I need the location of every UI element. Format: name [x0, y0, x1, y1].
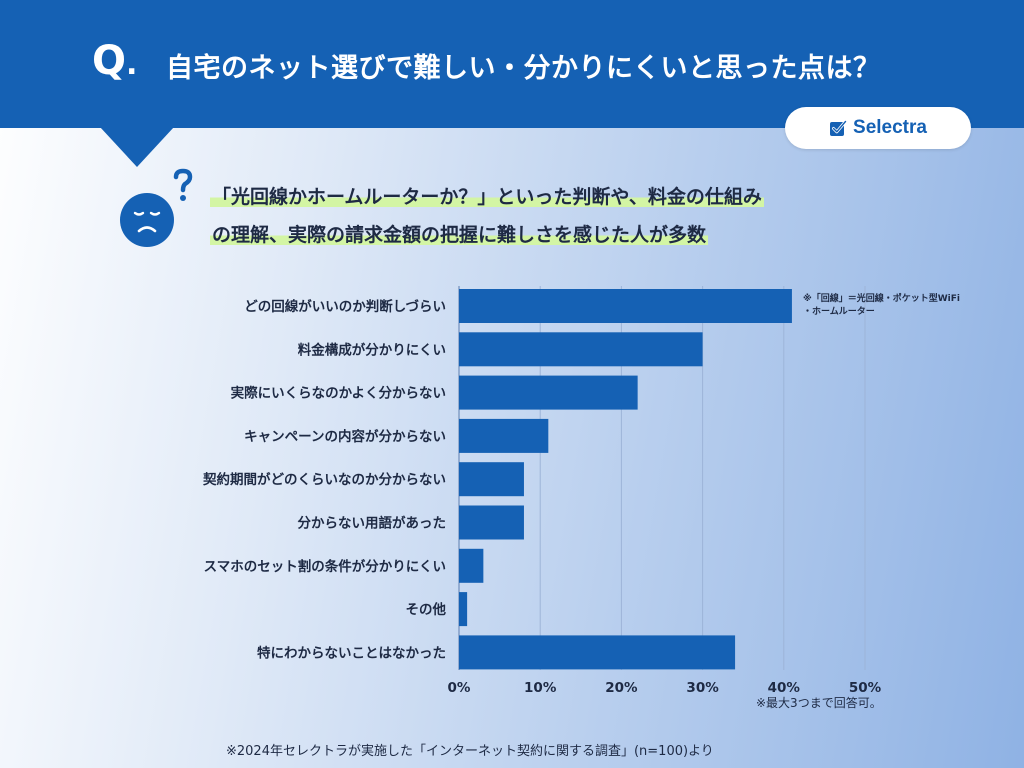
x-tick-label: 50%	[849, 680, 882, 696]
x-tick-label: 30%	[686, 680, 719, 696]
bar	[459, 418, 549, 453]
bar	[459, 375, 638, 410]
bar	[459, 289, 792, 323]
question-title: 自宅のネット選びで難しい・分かりにくいと思った点は？	[166, 53, 881, 84]
header-banner: Q. 自宅のネット選びで難しい・分かりにくいと思った点は？	[0, 0, 1024, 128]
brand-name: Selectra	[853, 117, 927, 138]
category-label: キャンペーンの内容が分からない	[244, 428, 446, 445]
bar	[459, 548, 484, 583]
q-mark: Q.	[92, 38, 137, 84]
question-mark-icon	[173, 168, 193, 201]
x-tick-label: 0%	[448, 680, 471, 696]
sad-face-icon	[120, 168, 193, 247]
header-pointer	[100, 127, 174, 167]
annotation-line-2: ・ホームルーター	[803, 305, 875, 317]
x-tick-label: 20%	[605, 680, 638, 696]
q-letter: Q	[92, 38, 127, 84]
x-axis-ticks: 0% 10% 20% 30% 40% 50%	[448, 680, 882, 696]
category-label: 実際にいくらなのかよく分からない	[231, 385, 446, 402]
checkbox-icon	[830, 120, 848, 136]
source-note: ※2024年セレクトラが実施した「インターネット契約に関する調査」(n=100)…	[226, 744, 714, 759]
multiple-answer-note: ※最大3つまで回答可。	[756, 696, 882, 710]
headline-line-1: 「光回線かホームルーターか？」といった判断や、料金の仕組み	[210, 182, 764, 209]
category-label: 特にわからないことはなかった	[257, 644, 446, 661]
annotation-line-1: ※「回線」＝光回線・ポケット型WiFi	[803, 292, 960, 304]
category-label: 契約期間がどのくらいなのか分からない	[202, 471, 446, 488]
bar	[459, 635, 736, 670]
bars	[459, 289, 792, 670]
bar	[459, 505, 524, 540]
brand-badge: Selectra	[785, 107, 971, 149]
category-label: スマホのセット割の条件が分かりにくい	[204, 558, 446, 575]
category-label: その他	[406, 601, 447, 618]
bar	[459, 332, 703, 367]
q-dot: .	[126, 47, 138, 82]
x-tick-label: 40%	[768, 680, 801, 696]
x-tick-label: 10%	[524, 680, 557, 696]
category-labels: どの回線がいいのか判断しづらい料金構成が分かりにくい実際にいくらなのかよく分から…	[202, 298, 446, 661]
category-label: 料金構成が分かりにくい	[298, 341, 446, 358]
headline-line-2: の理解、実際の請求金額の把握に難しさを感じた人が多数	[210, 220, 709, 247]
category-label: どの回線がいいのか判断しづらい	[244, 298, 446, 315]
category-label: 分からない用語があった	[298, 515, 447, 532]
bar	[459, 592, 468, 627]
bar	[459, 462, 524, 497]
